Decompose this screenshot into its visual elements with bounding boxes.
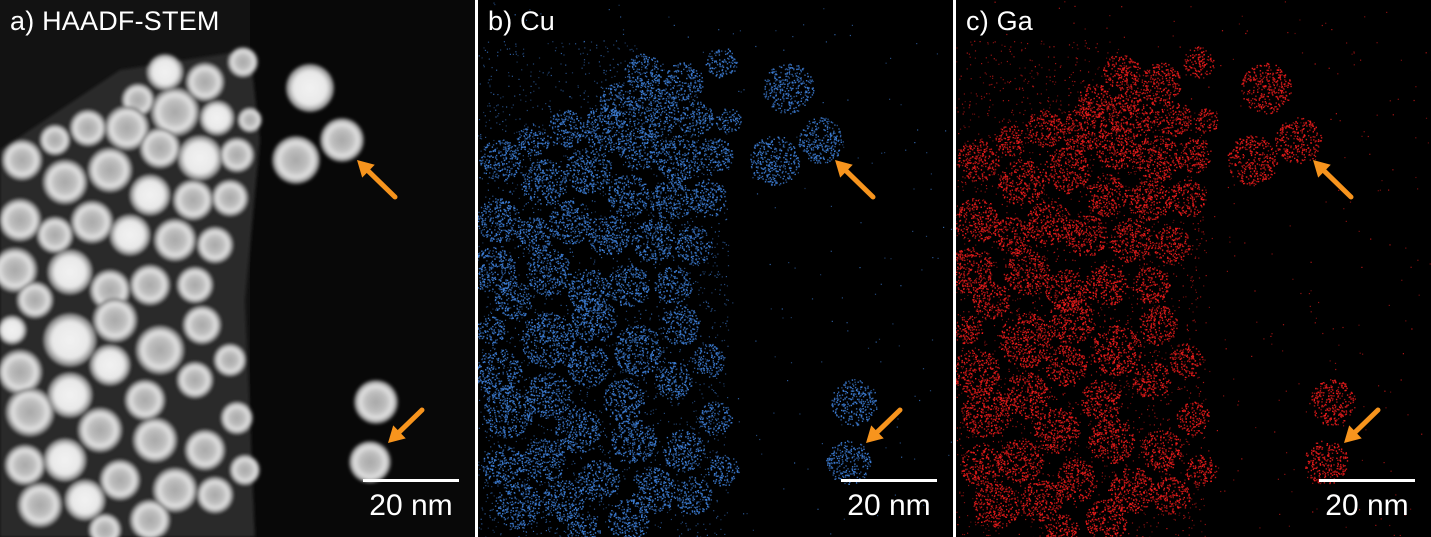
scale-bar-line [363,479,459,482]
orange-arrow-icon [835,160,876,200]
scale-bar-line [841,479,937,482]
scale-bar-line [1319,479,1415,482]
cu-map-image [478,0,953,537]
orange-arrow-icon [388,407,425,443]
scale-bar-text: 20 nm [363,489,459,523]
orange-arrow-icon [866,407,903,443]
haadf-image [0,0,475,537]
panel-b-label: b) Cu [488,6,555,37]
scale-bar-b: 20 nm [841,479,937,529]
panel-haadf-stem: a) HAADF-STEM 20 nm [0,0,475,537]
scale-bar-text: 20 nm [1319,489,1415,523]
orange-arrow-icon [357,160,398,200]
scale-bar-c: 20 nm [1319,479,1415,529]
scale-bar-a: 20 nm [363,479,459,529]
orange-arrow-icon [1344,407,1381,443]
panel-c-label: c) Ga [966,6,1033,37]
panel-a-label: a) HAADF-STEM [10,6,220,37]
orange-arrow-icon [1313,160,1354,200]
scale-bar-text: 20 nm [841,489,937,523]
panel-ga-map: c) Ga 20 nm [956,0,1431,537]
ga-map-image [956,0,1431,537]
panel-cu-map: b) Cu 20 nm [478,0,953,537]
